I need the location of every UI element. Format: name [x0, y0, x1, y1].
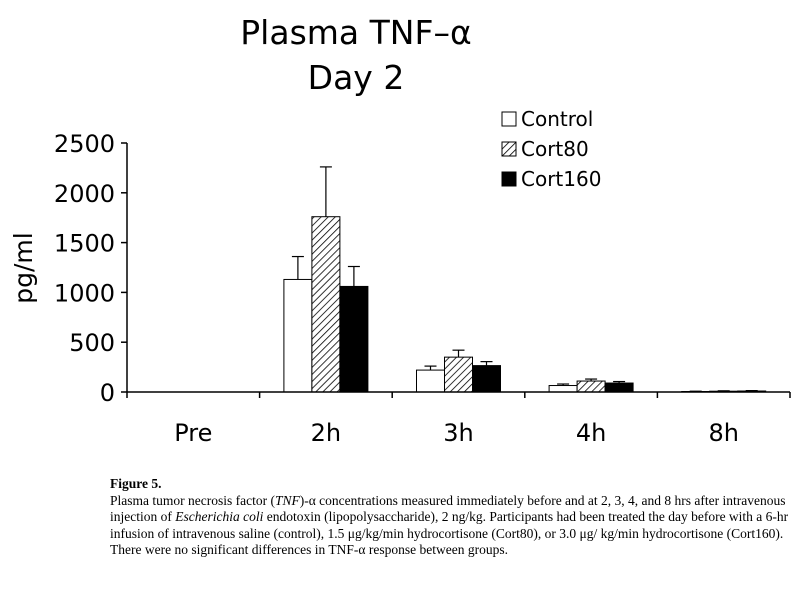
x-tick-label: 3h [443, 419, 473, 447]
chart-subtitle: Day 2 [308, 58, 405, 97]
y-tick-label: 2000 [54, 180, 115, 208]
x-tick-label: Pre [174, 419, 212, 447]
y-tick-label: 1000 [54, 279, 115, 307]
legend-swatch-cort160 [501, 171, 517, 187]
y-tick-label: 500 [69, 329, 115, 357]
caption-italic-tnf: TNF [274, 492, 300, 508]
x-tick-label: 8h [708, 419, 738, 447]
figure-caption: Figure 5. Plasma tumor necrosis factor (… [110, 476, 790, 559]
y-tick-label: 1500 [54, 230, 115, 258]
bar-cort80-4h [576, 380, 606, 393]
figure-label: Figure 5. [110, 476, 162, 491]
bar-chart: Plasma TNF–α Day 2 pg/ml 0 500 1000 1500 200… [9, 13, 791, 447]
y-tick-label: 2500 [54, 130, 115, 158]
caption-text: Plasma tumor necrosis factor (TNF)-α con… [110, 493, 788, 558]
bar-cort80-3h [444, 356, 473, 393]
chart: Plasma TNF–α Day 2 pg/ml 0 500 1000 1500 200… [9, 13, 791, 447]
bar-cort160-3h [472, 365, 501, 393]
chart-title: Plasma TNF–α [240, 13, 471, 52]
caption-part-1: Plasma tumor necrosis factor ( [110, 492, 275, 508]
x-tick-label: 4h [576, 419, 606, 447]
y-axis-label: pg/ml [9, 232, 38, 303]
y-tick-label: 0 [100, 379, 115, 407]
bar-cort160-2h [339, 285, 369, 393]
legend-swatch-cort80 [501, 141, 517, 157]
legend-swatch-control [501, 111, 517, 127]
bar-cort160-4h [604, 382, 634, 393]
legend-label-cort160: Cort160 [521, 167, 601, 191]
caption-part-3: endotoxin (lipopolysaccharide), 2 ng/kg.… [110, 509, 789, 557]
bar-control-2h [283, 278, 313, 393]
caption-italic-ecoli: Escherichia coli [175, 509, 264, 524]
caption-part-2: )-α concentrations measured immediately … [110, 492, 786, 525]
bar-control-3h [416, 369, 445, 393]
bar-control-4h [548, 385, 578, 393]
legend-label-cort80: Cort80 [521, 137, 589, 161]
legend-label-control: Control [521, 107, 593, 131]
x-tick-label: 2h [311, 419, 341, 447]
bar-cort80-2h [311, 216, 341, 393]
